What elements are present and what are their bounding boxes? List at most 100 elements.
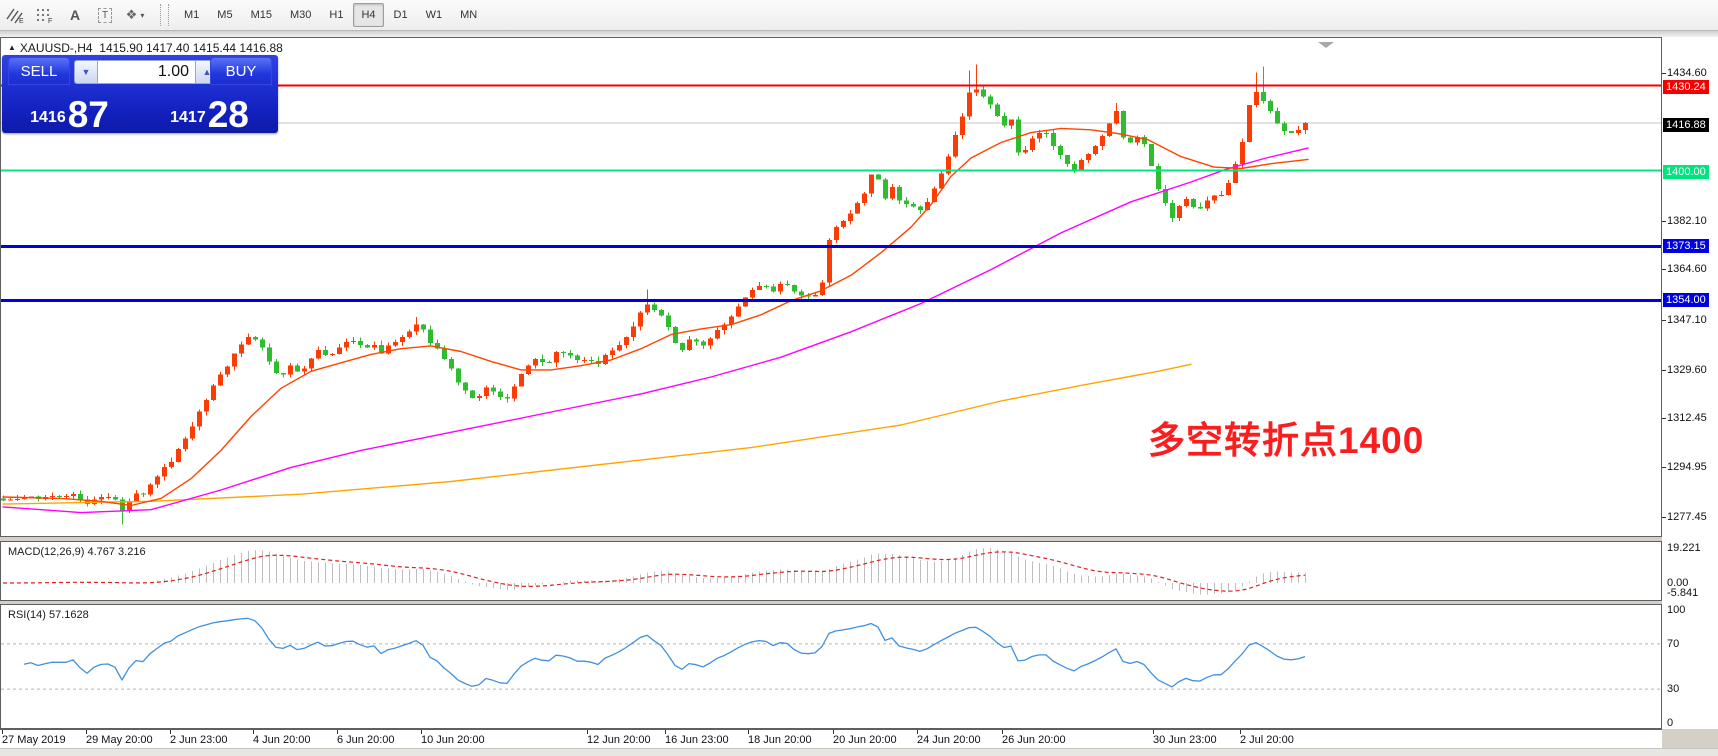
timeframe-bar: M1 M5 M15 M30 H1 H4 D1 W1 MN bbox=[175, 3, 486, 27]
rsi-label: RSI(14) 57.1628 bbox=[8, 609, 89, 621]
timeframe-button-h1[interactable]: H1 bbox=[329, 9, 344, 21]
time-label: 2 Jun 23:00 bbox=[170, 734, 228, 746]
chart-top-scroll-strip[interactable] bbox=[0, 31, 1718, 37]
sell-button[interactable]: SELL bbox=[8, 57, 70, 85]
price-label-1382.10: 1382.10 bbox=[1667, 215, 1707, 227]
ask-price-display[interactable]: 1417 28 bbox=[141, 88, 278, 133]
svg-text:F: F bbox=[48, 18, 52, 24]
timeframe-button-w1[interactable]: W1 bbox=[425, 9, 443, 21]
price-label-1364.60: 1364.60 bbox=[1667, 263, 1707, 275]
time-tick bbox=[421, 730, 422, 734]
toolbar-separator bbox=[160, 4, 169, 26]
spin-up-icon: ▲ bbox=[202, 67, 212, 77]
arrange-icon: ❖ bbox=[125, 7, 138, 22]
price-tick bbox=[1662, 73, 1666, 74]
time-tick bbox=[337, 730, 338, 734]
pattern-e-icon: E bbox=[6, 8, 24, 24]
time-axis[interactable]: 27 May 2019 29 May 20:00 2 Jun 23:00 4 Jun … bbox=[0, 729, 1662, 748]
chevron-down-icon: ▾ bbox=[140, 10, 145, 20]
rsi-axis-label-30: 30 bbox=[1667, 683, 1680, 695]
price-tick bbox=[1662, 467, 1666, 468]
one-click-trade-widget: SELL ▼ ▲ BUY 1416 87 1417 28 bbox=[2, 55, 278, 133]
price-tick bbox=[1662, 517, 1666, 518]
volume-decrease-button[interactable]: ▼ bbox=[74, 60, 98, 84]
price-tick bbox=[1662, 221, 1666, 222]
price-axis[interactable]: 1434.60 1430.24 1416.88 1400.00 1382.10 1373.… bbox=[1662, 37, 1718, 729]
timeframe-button-h4[interactable]: H4 bbox=[353, 3, 384, 27]
rsi-panel[interactable] bbox=[0, 604, 1662, 729]
timeframe-button-m5[interactable]: M5 bbox=[217, 9, 233, 21]
macd-axis-label-19.221: 19.221 bbox=[1667, 542, 1701, 554]
collapse-arrow-icon: ▲ bbox=[8, 43, 16, 52]
textbox-t-icon: T bbox=[97, 7, 113, 23]
time-tick bbox=[253, 730, 254, 734]
time-label: 6 Jun 20:00 bbox=[337, 734, 395, 746]
time-tick bbox=[1002, 730, 1003, 734]
symbol-name: XAUUSD-,H4 bbox=[19, 41, 93, 55]
window-bottom-strip bbox=[0, 748, 1718, 756]
time-tick bbox=[170, 730, 171, 734]
price-badge-1416.88: 1416.88 bbox=[1663, 118, 1709, 132]
time-tick bbox=[86, 730, 87, 734]
time-label: 2 Jul 20:00 bbox=[1240, 734, 1294, 746]
price-tick bbox=[1662, 370, 1666, 371]
macd-panel[interactable] bbox=[0, 541, 1662, 601]
chart-shift-marker bbox=[1318, 42, 1334, 48]
time-label: 4 Jun 20:00 bbox=[253, 734, 311, 746]
volume-input[interactable] bbox=[98, 60, 195, 84]
time-tick bbox=[917, 730, 918, 734]
time-tick bbox=[587, 730, 588, 734]
rsi-axis-label-100: 100 bbox=[1667, 604, 1686, 616]
grid-f-tool-button[interactable]: F bbox=[31, 2, 59, 28]
time-label: 30 Jun 23:00 bbox=[1153, 734, 1217, 746]
textbox-tool-button[interactable]: T bbox=[91, 2, 119, 28]
trade-top-row: SELL ▼ ▲ BUY bbox=[2, 55, 278, 88]
candlesticks bbox=[1, 64, 1308, 525]
toolbar: E F A T ❖ ▾ M1 M5 M15 M30 H1 H4 D1 W1 MN bbox=[0, 0, 1718, 31]
time-label: 18 Jun 20:00 bbox=[748, 734, 812, 746]
price-badge-1400.00: 1400.00 bbox=[1663, 165, 1709, 179]
grid-f-icon: F bbox=[37, 9, 52, 24]
buy-button[interactable]: BUY bbox=[210, 57, 272, 85]
time-label: 29 May 20:00 bbox=[86, 734, 153, 746]
pattern-e-tool-button[interactable]: E bbox=[1, 2, 29, 28]
ask-price-prefix: 1417 bbox=[170, 109, 206, 126]
symbol-header: ▲ XAUUSD-,H4 1415.90 1417.40 1415.44 1416… bbox=[8, 41, 283, 55]
time-tick bbox=[748, 730, 749, 734]
rsi-axis-label-70: 70 bbox=[1667, 638, 1680, 650]
svg-text:E: E bbox=[19, 18, 24, 24]
main-chart-panel[interactable] bbox=[0, 37, 1662, 537]
timeframe-button-m1[interactable]: M1 bbox=[184, 9, 200, 21]
text-a-icon: A bbox=[69, 7, 81, 23]
rsi-axis-label-0: 0 bbox=[1667, 717, 1674, 729]
price-tick bbox=[1662, 320, 1666, 321]
bid-price-prefix: 1416 bbox=[30, 109, 66, 126]
ask-price-big-digits: 28 bbox=[207, 93, 249, 135]
time-label: 26 Jun 20:00 bbox=[1002, 734, 1066, 746]
time-label: 27 May 2019 bbox=[2, 734, 66, 746]
timeframe-button-m15[interactable]: M15 bbox=[250, 9, 272, 21]
text-annotation-button[interactable]: A bbox=[61, 2, 89, 28]
timeframe-button-m30[interactable]: M30 bbox=[289, 9, 312, 21]
timeframe-button-mn[interactable]: MN bbox=[460, 9, 478, 21]
price-label-1294.95: 1294.95 bbox=[1667, 461, 1707, 473]
timeframe-button-d1[interactable]: D1 bbox=[393, 9, 408, 21]
time-tick bbox=[1153, 730, 1154, 734]
ohlc-values: 1415.90 1417.40 1415.44 1416.88 bbox=[99, 41, 283, 55]
time-label: 10 Jun 20:00 bbox=[421, 734, 485, 746]
price-label-1347.10: 1347.10 bbox=[1667, 314, 1707, 326]
price-label-1329.60: 1329.60 bbox=[1667, 364, 1707, 376]
time-label: 16 Jun 23:00 bbox=[665, 734, 729, 746]
time-tick bbox=[833, 730, 834, 734]
time-tick bbox=[1240, 730, 1241, 734]
time-tick bbox=[665, 730, 666, 734]
price-label-1312.45: 1312.45 bbox=[1667, 412, 1707, 424]
bid-price-display[interactable]: 1416 87 bbox=[2, 88, 137, 133]
spin-down-icon: ▼ bbox=[81, 67, 91, 77]
price-tick bbox=[1662, 269, 1666, 270]
price-badge-1354.00: 1354.00 bbox=[1663, 293, 1709, 307]
price-badge-1373.15: 1373.15 bbox=[1663, 239, 1709, 253]
macd-axis-label-0.00: 0.00 bbox=[1667, 577, 1689, 589]
arrange-tool-button[interactable]: ❖ ▾ bbox=[121, 2, 149, 28]
